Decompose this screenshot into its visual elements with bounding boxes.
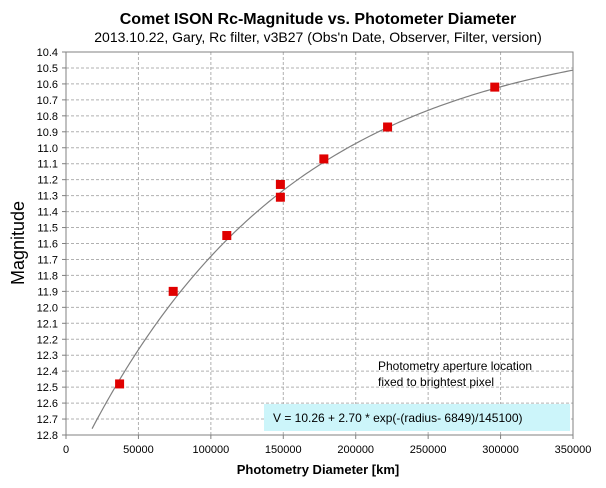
y-tick-label: 10.6 (37, 79, 58, 91)
data-point (319, 154, 329, 164)
chart-title: Comet ISON Rc-Magnitude vs. Photometer D… (120, 11, 517, 28)
grid (65, 51, 574, 436)
y-axis-label: Magnitude (8, 201, 28, 285)
y-tick-label: 12.0 (37, 302, 58, 314)
y-tick-label: 12.6 (37, 398, 58, 410)
x-tick-label: 50000 (123, 444, 154, 456)
y-tick-label: 11.6 (37, 239, 58, 251)
formula-text: V = 10.26 + 2.70 * exp(-(radius- 6849)/1… (273, 411, 523, 425)
y-tick-label: 11.3 (37, 191, 58, 203)
x-tick-label: 350000 (555, 444, 592, 456)
y-tick-label: 11.1 (37, 159, 58, 171)
y-tick-label: 10.5 (37, 63, 58, 75)
data-point (168, 286, 178, 296)
x-tick-label: 150000 (265, 444, 302, 456)
y-tick-label: 12.1 (37, 318, 58, 330)
data-point (222, 231, 232, 241)
y-tick-label: 12.7 (37, 414, 58, 426)
chart-subtitle: 2013.10.22, Gary, Rc filter, v3B27 (Obs'… (94, 29, 542, 45)
x-tick-label: 0 (63, 444, 69, 456)
y-tick-label: 11.0 (37, 143, 58, 155)
formula-box (264, 404, 570, 431)
y-tick-label: 12.5 (37, 382, 58, 394)
y-tick-label: 12.2 (37, 334, 58, 346)
x-tick-label: 300000 (482, 444, 519, 456)
y-tick-label: 12.3 (37, 350, 58, 362)
y-tick-label: 11.2 (37, 175, 58, 187)
data-point (383, 122, 393, 132)
note-line-2: fixed to brightest pixel (378, 375, 494, 389)
y-tick-label: 10.4 (37, 47, 58, 59)
y-tick-label: 10.7 (37, 95, 58, 107)
y-tick-label: 12.8 (37, 430, 58, 442)
x-axis-label: Photometry Diameter [km] (237, 462, 400, 477)
note-line-1: Photometry aperture location (378, 359, 532, 373)
x-tick-label: 100000 (192, 444, 229, 456)
data-point (275, 179, 285, 189)
y-tick-label: 11.9 (37, 286, 58, 298)
data-point (115, 379, 125, 389)
y-tick-label: 11.5 (37, 223, 58, 235)
data-point (275, 192, 285, 202)
y-tick-label: 11.7 (37, 254, 58, 266)
y-tick-label: 12.4 (37, 366, 58, 378)
data-points (115, 82, 500, 389)
x-axis: 0 50000 100000 150000 200000 250000 300000 3500… (63, 435, 591, 456)
x-tick-label: 250000 (410, 444, 447, 456)
y-tick-label: 11.4 (37, 207, 58, 219)
y-tick-label: 10.8 (37, 111, 58, 123)
y-tick-label: 11.8 (37, 270, 58, 282)
x-tick-label: 200000 (337, 444, 374, 456)
y-axis: 10.4 10.5 10.6 10.7 10.8 10.9 11.0 11.1 11.2 11.3… (37, 47, 66, 442)
data-point (490, 82, 500, 92)
y-tick-label: 10.9 (37, 127, 58, 139)
